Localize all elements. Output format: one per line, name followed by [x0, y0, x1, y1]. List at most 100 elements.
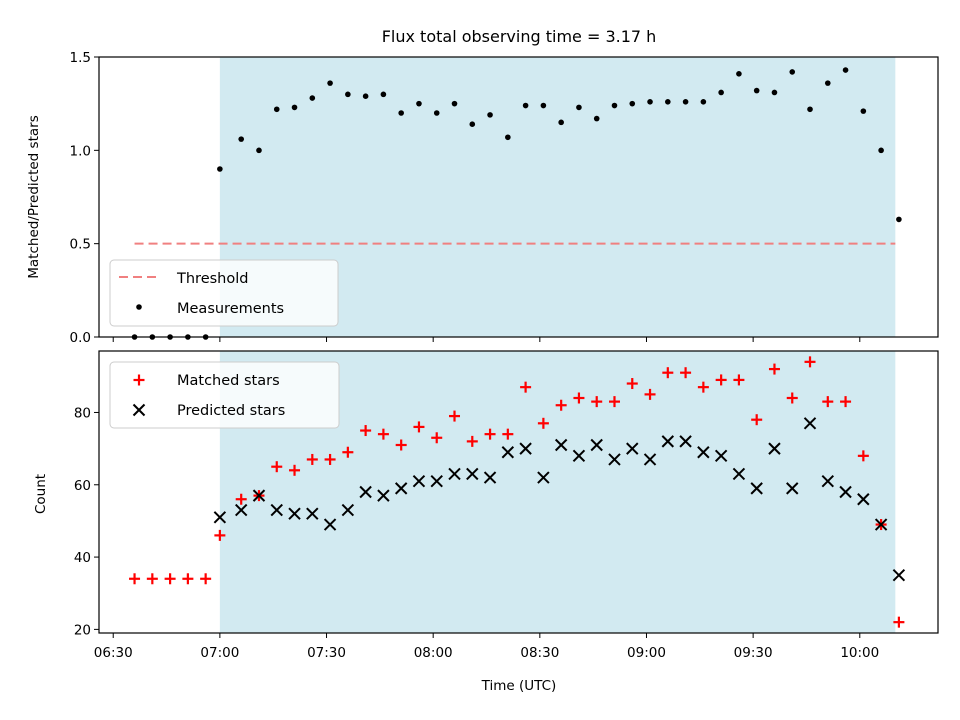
x-axis-label: Time (UTC) [481, 678, 557, 694]
measurement-point [451, 100, 458, 107]
predicted-star-point [590, 438, 603, 452]
predicted-star-point [857, 493, 870, 506]
matched-star-point [214, 529, 226, 541]
measurement-point [860, 108, 867, 114]
measurement-point [718, 89, 724, 96]
marker-stroke [732, 467, 746, 481]
x-tick-label: 09:00 [627, 645, 666, 661]
predicted-star-point [466, 467, 479, 481]
chart-title: Flux total observing time = 3.17 h [382, 27, 657, 46]
predicted-star-point [394, 482, 408, 495]
matched-star-point [768, 363, 780, 375]
matched-star-point [804, 356, 816, 368]
x-tick-label: 06:30 [94, 645, 133, 661]
measurement-point [291, 104, 298, 111]
matched-star-point [893, 616, 905, 628]
matched-star-point [608, 396, 620, 408]
y-tick-label: 80 [74, 405, 91, 421]
marker-stroke [213, 511, 227, 524]
predicted-star-point [803, 417, 817, 430]
marker-stroke [661, 435, 675, 448]
y-tick-label: 20 [74, 622, 91, 638]
measurement-point [362, 93, 369, 99]
predicted-star-point [697, 446, 710, 459]
x-tick-label: 08:00 [414, 645, 453, 661]
predicted-star-point [537, 471, 550, 484]
predicted-star-point [448, 467, 461, 481]
predicted-star-point [430, 474, 443, 488]
predicted-star-point [483, 471, 497, 484]
legend-measurements-swatch [136, 304, 142, 310]
measurement-point [540, 102, 547, 109]
count-panel: 06:30 07:00 07:30 08:00 08:30 09:00 09:30 10:00… [74, 350, 939, 661]
measurement-point [842, 67, 849, 73]
predicted-star-point [732, 467, 746, 481]
matched-star-point [289, 464, 301, 476]
matched-star-point [271, 461, 283, 473]
marker-stroke [786, 482, 799, 495]
predicted-star-point [821, 474, 834, 488]
legend-box [109, 259, 339, 327]
matched-star-point [431, 432, 443, 444]
matched-star-point [466, 435, 478, 447]
predicted-star-point [554, 438, 568, 452]
predicted-star-point [892, 568, 906, 582]
measurement-point [327, 80, 333, 86]
matched-star-point [449, 410, 461, 422]
marker-stroke [839, 485, 852, 499]
x-tick-label: 09:30 [734, 645, 773, 661]
x-tick-label: 08:30 [520, 645, 559, 661]
y-axis-label-top: Matched/Predicted stars [26, 115, 42, 278]
predicted-star-point [306, 507, 319, 520]
predicted-star-point [768, 442, 781, 455]
predicted-star-point [359, 485, 372, 499]
matched-star-point [555, 399, 567, 411]
legend-matched-label: Matched stars [177, 373, 280, 389]
marker-stroke [252, 489, 266, 502]
marker-stroke [608, 453, 621, 466]
marker-stroke [501, 446, 515, 459]
ratio-panel: 0.0 0.5 1.0 1.5 Threshold Measurements [70, 50, 939, 346]
matched-star-point [680, 367, 692, 379]
marker-stroke [590, 438, 603, 452]
matched-star-point [857, 450, 869, 462]
predicted-star-point [323, 518, 337, 531]
measurement-point [896, 216, 902, 223]
legend-box [109, 361, 340, 429]
marker-stroke [483, 471, 497, 484]
predicted-star-point [714, 449, 728, 463]
measurement-point [398, 110, 404, 116]
measurement-point [345, 91, 351, 98]
matched-star-point [537, 417, 549, 429]
legend-top: Threshold Measurements [109, 259, 339, 327]
marker-stroke [466, 467, 479, 481]
predicted-star-point [572, 449, 586, 463]
predicted-star-point [750, 482, 763, 495]
y-tick-label: 0.5 [70, 237, 91, 253]
matched-star-point [662, 367, 674, 379]
marker-stroke [377, 489, 390, 502]
matched-star-point [520, 381, 532, 393]
predicted-star-point [661, 435, 675, 448]
matched-star-point [377, 428, 389, 440]
matched-star-point [235, 493, 247, 505]
y-tick-label: 0.0 [70, 330, 91, 346]
legend-matched-swatch [133, 374, 145, 386]
marker-stroke [323, 518, 337, 531]
measurement-point [682, 99, 689, 105]
y-axis-label-bottom: Count [33, 474, 49, 514]
plot-frame-bottom [98, 350, 939, 634]
matched-star-point [715, 374, 727, 386]
predicted-star-point [519, 442, 532, 455]
matched-star-point [502, 428, 514, 440]
measurement-point [878, 147, 884, 154]
marker-stroke [306, 507, 319, 520]
measurement-point [416, 100, 422, 107]
measurement-point [807, 106, 813, 113]
marker-stroke [626, 442, 639, 455]
matched-star-point [733, 374, 745, 386]
predicted-star-point [377, 489, 390, 502]
marker-stroke [412, 474, 426, 488]
marker-stroke [821, 474, 834, 488]
matched-star-point [822, 396, 834, 408]
